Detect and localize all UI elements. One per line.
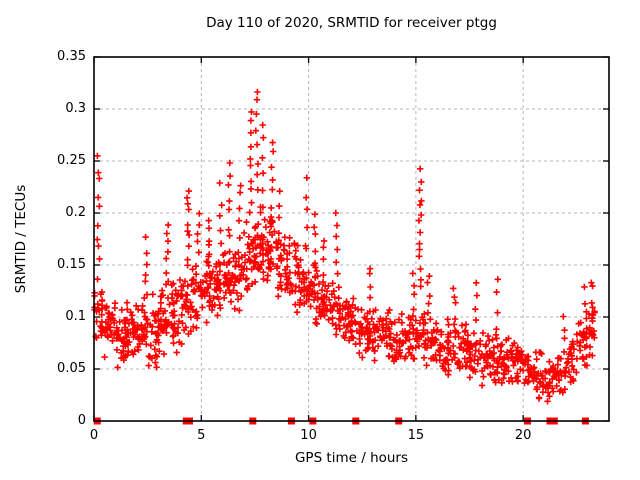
x-tick-label: 15 [407,428,425,443]
x-tick-label: 10 [300,428,317,443]
x-tick-label: 5 [197,428,206,443]
y-tick-label: 0.15 [57,257,86,272]
x-tick-label: 0 [89,428,99,443]
y-tick-label: 0.1 [65,309,86,324]
y-tick-label: 0.05 [57,361,86,376]
chart-title: Day 110 of 2020, SRMTID for receiver ptg… [206,15,497,31]
y-tick-label: 0.2 [65,205,86,220]
y-tick-label: 0.25 [57,153,86,168]
plot-border [93,56,610,422]
x-axis-label: GPS time / hours [294,450,409,466]
y-tick-label: 0.35 [57,49,86,64]
y-tick-label: 0.3 [65,101,86,116]
x-tick-label: 20 [514,428,532,443]
y-tick-label: 0 [77,413,86,428]
scatter-points [91,88,598,405]
